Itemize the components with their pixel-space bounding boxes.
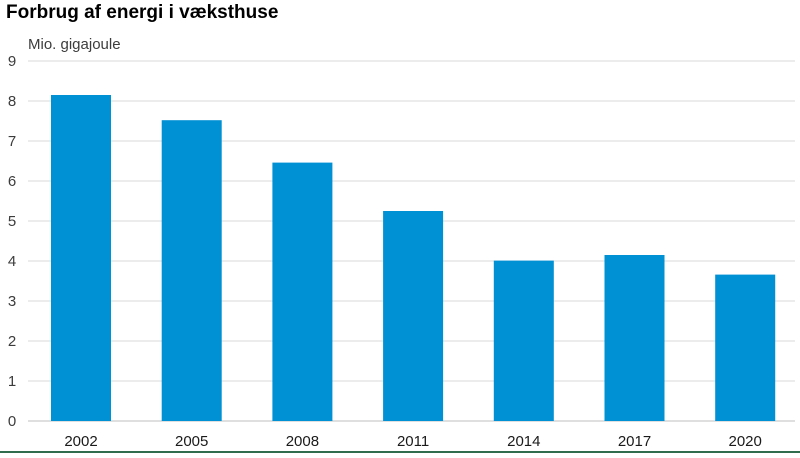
- y-tick-label: 3: [8, 293, 16, 310]
- bar-2008: [272, 162, 333, 421]
- bar-2002: [51, 95, 111, 421]
- bars: [51, 95, 776, 421]
- y-tick-label: 6: [8, 173, 16, 190]
- y-tick-label: 5: [8, 213, 16, 230]
- bar-2005: [161, 120, 222, 421]
- x-tick-label: 2008: [286, 433, 319, 450]
- y-tick-label: 9: [8, 53, 16, 70]
- y-tick-label: 8: [8, 93, 16, 110]
- x-tick-label: 2014: [507, 433, 540, 450]
- x-axis-ticks: 2002 2005 2008 2011 2014 2017 2020: [64, 433, 762, 450]
- x-tick-label: 2005: [175, 433, 208, 450]
- y-tick-label: 1: [8, 373, 16, 390]
- x-tick-label: 2017: [618, 433, 651, 450]
- x-tick-label: 2002: [64, 433, 97, 450]
- y-tick-label: 4: [8, 253, 16, 270]
- x-tick-label: 2020: [729, 433, 762, 450]
- bar-2014: [493, 260, 554, 421]
- y-tick-label: 2: [8, 333, 16, 350]
- bar-2017: [604, 255, 665, 421]
- y-tick-label: 0: [8, 413, 16, 430]
- y-axis-unit-label: Mio. gigajoule: [28, 36, 121, 53]
- y-axis-ticks: 0 1 2 3 4 5 6 7 8 9: [8, 53, 16, 430]
- y-tick-label: 7: [8, 133, 16, 150]
- bar-2011: [383, 211, 444, 421]
- x-tick-label: 2011: [397, 433, 429, 450]
- chart-title: Forbrug af energi i væksthuse: [6, 2, 279, 23]
- bar-2020: [715, 274, 776, 421]
